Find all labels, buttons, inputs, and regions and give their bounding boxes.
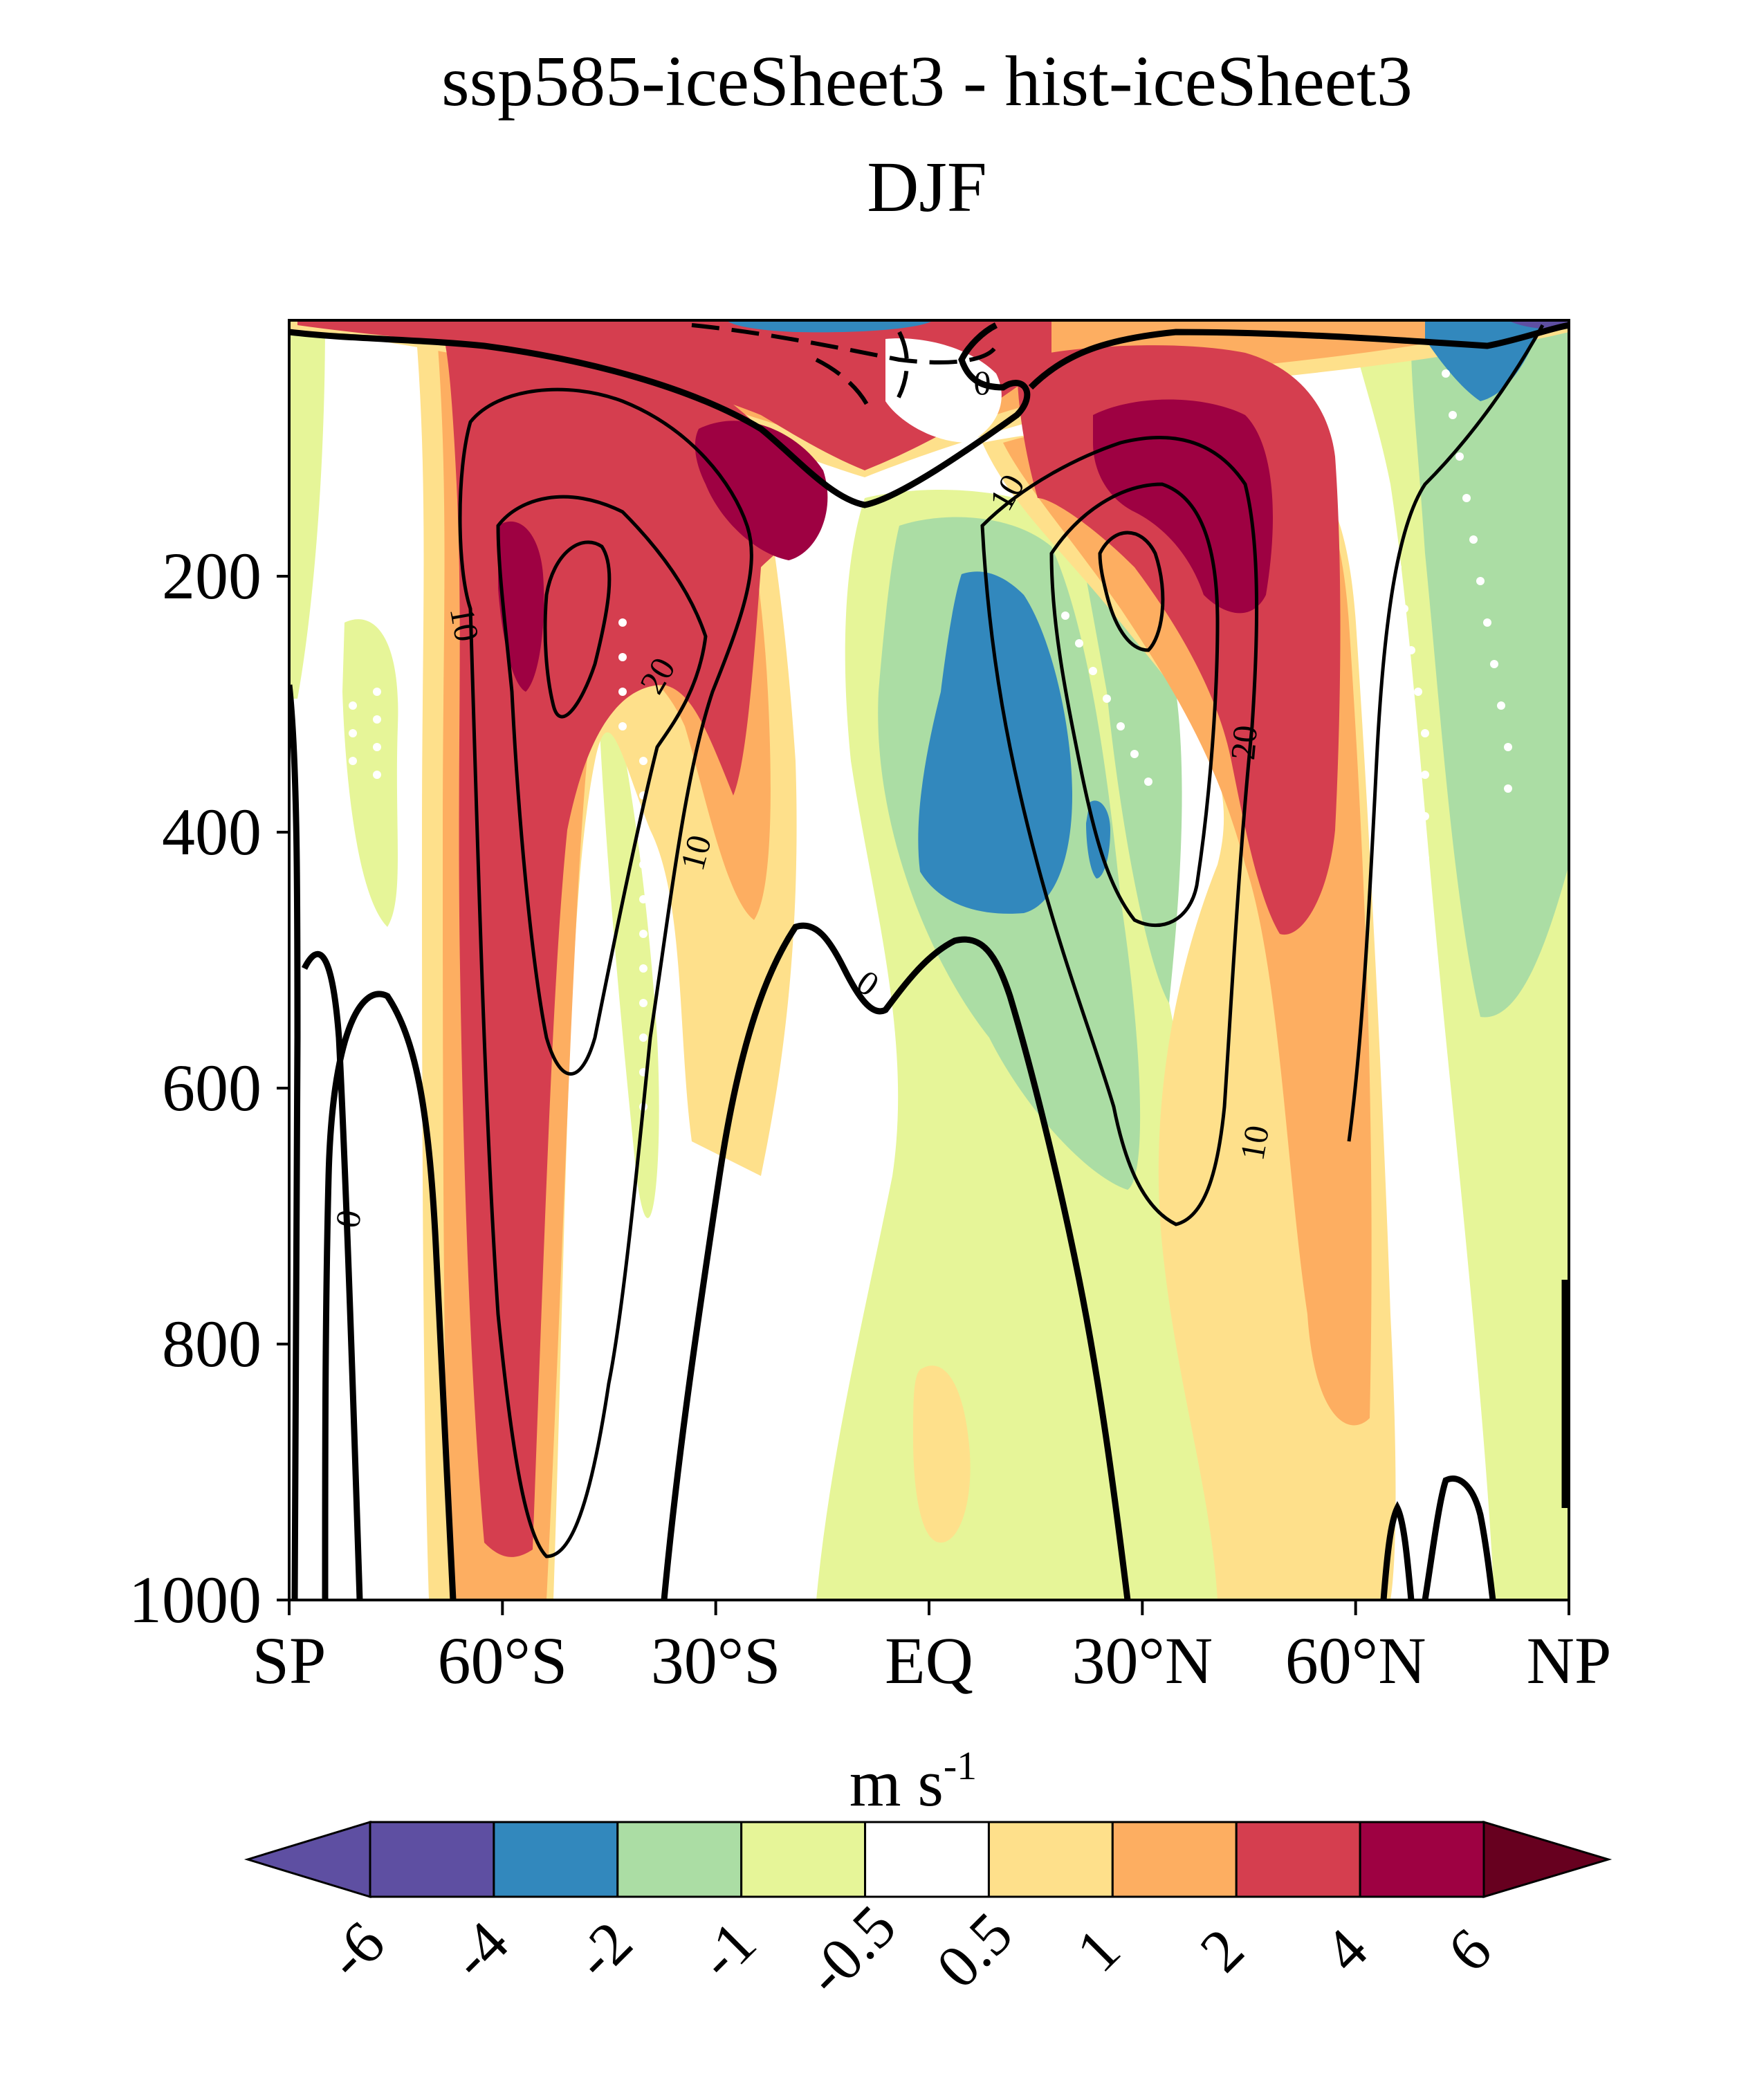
- shade-darkred-nh-core: [1093, 399, 1273, 614]
- contour-30-sh: [543, 540, 612, 719]
- colorbar-extend-high: [1482, 1820, 1613, 1899]
- x-tick-label: NP: [1527, 1624, 1612, 1698]
- colorbar-tick-label: 1: [1064, 1916, 1133, 1985]
- contour-zero-eq: [661, 922, 1131, 1600]
- stippling: [349, 369, 1512, 1277]
- contour-zero-np: [1380, 1475, 1496, 1600]
- shade-darkred-sh-tongue: [498, 521, 544, 692]
- contour-label-20-nh: 20: [1223, 724, 1265, 762]
- colorbar-tick-label: -2: [562, 1909, 645, 1992]
- colorbar-cell: [1359, 1821, 1485, 1898]
- contour-lines: [289, 322, 1569, 1600]
- colorbar-tick-label: 4: [1312, 1916, 1381, 1985]
- x-axis: SP 60°S 30°S EQ 30°N 60°N NP: [252, 1600, 1612, 1698]
- contour-10-np-side: [1347, 324, 1545, 1142]
- colorbar-label-main: m s: [849, 1746, 944, 1820]
- contour-label-10-sh: 10: [443, 604, 487, 645]
- contour-dashed-strat-2: [815, 331, 909, 416]
- contour-zero-top-nh: [1028, 322, 1569, 390]
- x-tick-label: 30°N: [1072, 1624, 1213, 1698]
- colorbar-tick-label: 0.5: [924, 1900, 1025, 2001]
- contour-10-nh: [980, 436, 1259, 1226]
- colorbar-cell: [1235, 1821, 1361, 1898]
- colorbar-tick-label: -6: [315, 1909, 398, 1992]
- contour-20-nh: [1049, 482, 1220, 928]
- contour-zero-sp-1: [289, 684, 301, 1600]
- contour-dashed-strat: [691, 323, 998, 365]
- colorbar-tick-label: -4: [439, 1909, 522, 1992]
- x-tick-label: 30°S: [651, 1624, 781, 1698]
- contour-zero-sp-2: [301, 950, 457, 1600]
- contour-20-sh: [496, 495, 708, 1076]
- colorbar-cell: [1111, 1821, 1238, 1898]
- colorbar-cell: [616, 1821, 743, 1898]
- colorbar-tick-label: -1: [686, 1909, 769, 1992]
- contour-10-sh: [458, 387, 753, 1558]
- contour-zero-top: [289, 322, 1031, 508]
- colorbar-extend-low: [244, 1820, 371, 1899]
- y-tick-label: 600: [162, 1051, 261, 1125]
- y-tick-label: 200: [162, 539, 261, 613]
- colorbar-label-exponent: -1: [944, 1743, 977, 1788]
- x-tick-label: EQ: [885, 1624, 973, 1698]
- x-tick-label: 60°S: [437, 1624, 567, 1698]
- colorbar-cell: [740, 1821, 867, 1898]
- colorbar-tick-label: -0.5: [793, 1893, 909, 2008]
- y-tick-label: 1000: [129, 1563, 261, 1637]
- colorbar-cell: [864, 1821, 990, 1898]
- shade-yellow-eq-blob: [913, 1366, 971, 1543]
- y-tick-label: 800: [162, 1307, 261, 1381]
- colorbar-cell: [369, 1821, 495, 1898]
- shade-lightgreen-sp: [342, 619, 398, 927]
- contour-label-10-nh-low: 10: [1232, 1123, 1276, 1164]
- colorbar-cell: [493, 1821, 619, 1898]
- shade-blue-top-strip: [726, 320, 934, 333]
- shade-red-top: [297, 320, 1051, 470]
- chart-subtitle: DJF: [867, 147, 986, 227]
- chart-title: ssp585-iceSheet3 - hist-iceSheet3: [441, 42, 1413, 121]
- colorbar-ticks: -6 -4 -2 -1 -0.5 0.5 1 2 4 6: [315, 1893, 1505, 2008]
- shade-blue-tropics: [918, 571, 1072, 914]
- shade-green-np: [1411, 320, 1569, 1018]
- colorbar-cells: [244, 1820, 1613, 1899]
- colorbar-tick-label: 6: [1435, 1916, 1505, 1985]
- contour-label-0-top: 0: [974, 363, 991, 402]
- shade-lightgreen-left: [289, 320, 325, 699]
- y-tick-label: 400: [162, 795, 261, 869]
- colorbar: m s-1 -6 -4 -2 -1 -0.5 0.5 1 2 4 6: [244, 1743, 1613, 2008]
- y-axis: 200 400 600 800 1000: [129, 539, 289, 1637]
- shade-white-strat: [885, 338, 1002, 443]
- contour-30-nh: [1098, 531, 1165, 652]
- colorbar-tick-label: 2: [1188, 1916, 1257, 1985]
- plot-area: [289, 320, 1569, 1600]
- colorbar-cell: [987, 1821, 1114, 1898]
- x-tick-label: 60°N: [1285, 1624, 1426, 1698]
- colorbar-label: m s-1: [849, 1743, 977, 1820]
- x-tick-label: SP: [252, 1624, 327, 1698]
